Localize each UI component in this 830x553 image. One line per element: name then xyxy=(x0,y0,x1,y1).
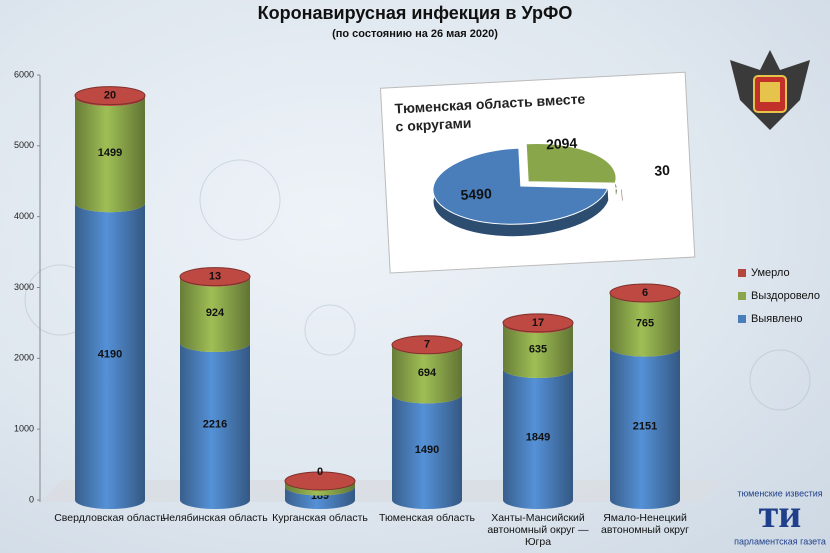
legend-swatch xyxy=(738,315,746,323)
value-label: 20 xyxy=(104,90,116,102)
value-label: 1490 xyxy=(415,444,439,456)
x-tick-label: Челябинская область xyxy=(162,512,268,524)
chart-subtitle: (по состоянию на 26 мая 2020) xyxy=(332,28,498,40)
legend-swatch xyxy=(738,269,746,277)
legend-label: Выявлено xyxy=(751,313,803,325)
value-label: 2216 xyxy=(203,418,227,430)
bar-segment xyxy=(285,486,355,509)
cylinder-top xyxy=(284,471,356,491)
bar-segment xyxy=(392,345,462,404)
logo-bottom: парламентская газета xyxy=(734,536,826,546)
emblem xyxy=(730,50,810,130)
x-tick-label: Ямало-Ненецкий автономный округ xyxy=(601,512,689,536)
bar-segment xyxy=(610,293,680,357)
cylinder-top xyxy=(502,313,574,333)
y-tick-label: 6000 xyxy=(14,69,34,79)
pie-value-label: 5490 xyxy=(460,185,492,203)
bar-segment xyxy=(503,324,573,379)
bar-segment xyxy=(285,480,355,496)
cylinder-top xyxy=(391,335,463,355)
pie-slice xyxy=(525,143,617,184)
y-tick-label: 1000 xyxy=(14,424,34,434)
bar-segment xyxy=(503,369,573,509)
pie-value-label: 2094 xyxy=(546,135,578,153)
x-tick-label: Курганская область xyxy=(272,512,368,524)
value-label: 924 xyxy=(206,307,225,319)
value-label: 1499 xyxy=(98,147,122,159)
value-label: 7 xyxy=(424,339,430,351)
bar-segment xyxy=(75,97,145,213)
y-tick-label: 5000 xyxy=(14,140,34,150)
pie-inset: Тюменская область вместес округами209430… xyxy=(379,71,696,274)
value-label: 765 xyxy=(636,317,654,329)
bar-segment xyxy=(180,343,250,509)
y-tick-label: 0 xyxy=(29,494,34,504)
pie-slice xyxy=(432,147,609,225)
value-label: 4190 xyxy=(98,349,122,361)
y-tick-label: 3000 xyxy=(14,282,34,292)
y-tick-label: 4000 xyxy=(14,211,34,221)
cylinder-top xyxy=(74,86,146,106)
legend-label: Умерло xyxy=(751,267,790,279)
pie-value-label: 30 xyxy=(654,162,671,179)
x-tick-label: Свердловская область xyxy=(54,512,166,524)
logo-main: ти xyxy=(759,491,802,536)
legend-swatch xyxy=(738,292,746,300)
y-tick-label: 2000 xyxy=(14,353,34,363)
value-label: 635 xyxy=(529,343,547,355)
chart-title: Коронавирусная инфекция в УрФО xyxy=(258,3,573,23)
legend-label: Выздоровело xyxy=(751,290,820,302)
value-label: 0 xyxy=(317,466,323,478)
value-label: 6 xyxy=(642,287,648,299)
x-tick-label: Ханты-Мансийский автономный округ — Югра xyxy=(487,512,589,548)
value-label: 1849 xyxy=(526,431,550,443)
bar-segment xyxy=(75,203,145,510)
x-tick-label: Тюменская область xyxy=(379,512,475,524)
logo-top: тюменские известия xyxy=(737,488,822,498)
value-label: 13 xyxy=(209,271,221,283)
value-label: 2151 xyxy=(633,421,657,433)
value-label: 17 xyxy=(532,317,544,329)
bar-segment xyxy=(180,277,250,353)
bar-segment xyxy=(610,347,680,509)
cylinder-top xyxy=(609,283,681,303)
bar-segment xyxy=(392,394,462,509)
cylinder-top xyxy=(179,267,251,287)
value-label: 694 xyxy=(418,367,437,379)
